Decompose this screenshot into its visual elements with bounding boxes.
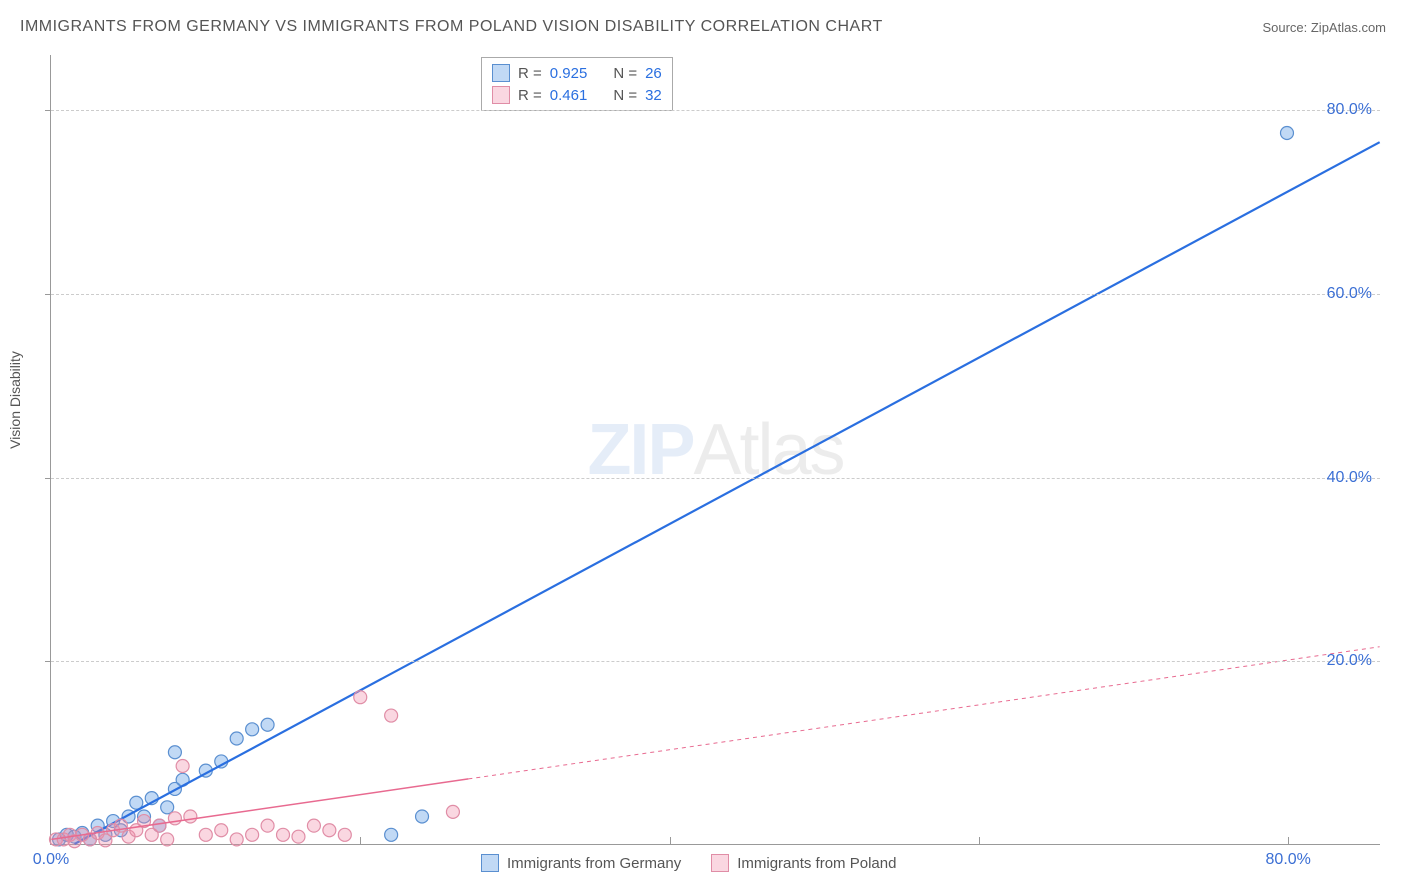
gridline-horizontal xyxy=(51,661,1380,662)
scatter-point xyxy=(354,691,367,704)
legend-item: Immigrants from Germany xyxy=(481,854,681,872)
y-tick xyxy=(45,294,51,295)
scatter-point xyxy=(323,824,336,837)
scatter-point xyxy=(230,833,243,846)
scatter-point xyxy=(246,723,259,736)
y-tick-label: 20.0% xyxy=(1327,652,1372,670)
y-tick xyxy=(45,478,51,479)
scatter-point xyxy=(446,805,459,818)
scatter-point xyxy=(246,828,259,841)
x-tick xyxy=(360,837,361,845)
scatter-point xyxy=(215,824,228,837)
scatter-point xyxy=(161,833,174,846)
y-tick-label: 60.0% xyxy=(1327,285,1372,303)
scatter-point xyxy=(230,732,243,745)
scatter-point xyxy=(184,810,197,823)
scatter-point xyxy=(385,828,398,841)
y-tick xyxy=(45,661,51,662)
scatter-point xyxy=(277,828,290,841)
x-tick xyxy=(979,837,980,845)
y-tick-label: 80.0% xyxy=(1327,101,1372,119)
x-tick xyxy=(1288,837,1289,845)
chart-title: IMMIGRANTS FROM GERMANY VS IMMIGRANTS FR… xyxy=(20,18,883,36)
scatter-point xyxy=(1280,126,1293,139)
legend-swatch xyxy=(481,854,499,872)
scatter-plot-svg xyxy=(51,55,1380,844)
gridline-horizontal xyxy=(51,110,1380,111)
x-tick-label: 80.0% xyxy=(1266,851,1311,869)
x-tick-label: 0.0% xyxy=(33,851,69,869)
legend-label: Immigrants from Poland xyxy=(737,855,896,872)
legend-label: Immigrants from Germany xyxy=(507,855,681,872)
legend-swatch xyxy=(711,854,729,872)
scatter-point xyxy=(292,830,305,843)
scatter-point xyxy=(307,819,320,832)
source-attribution: Source: ZipAtlas.com xyxy=(1262,20,1386,35)
trend-line-solid xyxy=(75,142,1380,844)
scatter-point xyxy=(153,819,166,832)
scatter-point xyxy=(161,801,174,814)
scatter-point xyxy=(168,746,181,759)
y-tick xyxy=(45,110,51,111)
scatter-point xyxy=(416,810,429,823)
x-tick xyxy=(670,837,671,845)
scatter-point xyxy=(261,718,274,731)
scatter-point xyxy=(261,819,274,832)
gridline-horizontal xyxy=(51,478,1380,479)
y-axis-label: Vision Disability xyxy=(7,351,23,449)
series-legend: Immigrants from Germany Immigrants from P… xyxy=(481,854,896,872)
legend-item: Immigrants from Poland xyxy=(711,854,896,872)
trend-line-dashed xyxy=(468,647,1379,779)
trend-line-solid xyxy=(51,779,468,839)
scatter-point xyxy=(385,709,398,722)
y-tick-label: 40.0% xyxy=(1327,469,1372,487)
gridline-horizontal xyxy=(51,294,1380,295)
scatter-point xyxy=(199,828,212,841)
scatter-point xyxy=(176,760,189,773)
scatter-point xyxy=(338,828,351,841)
chart-plot-area: ZIPAtlas R =0.925N =26R =0.461N =32 Immi… xyxy=(50,55,1380,845)
